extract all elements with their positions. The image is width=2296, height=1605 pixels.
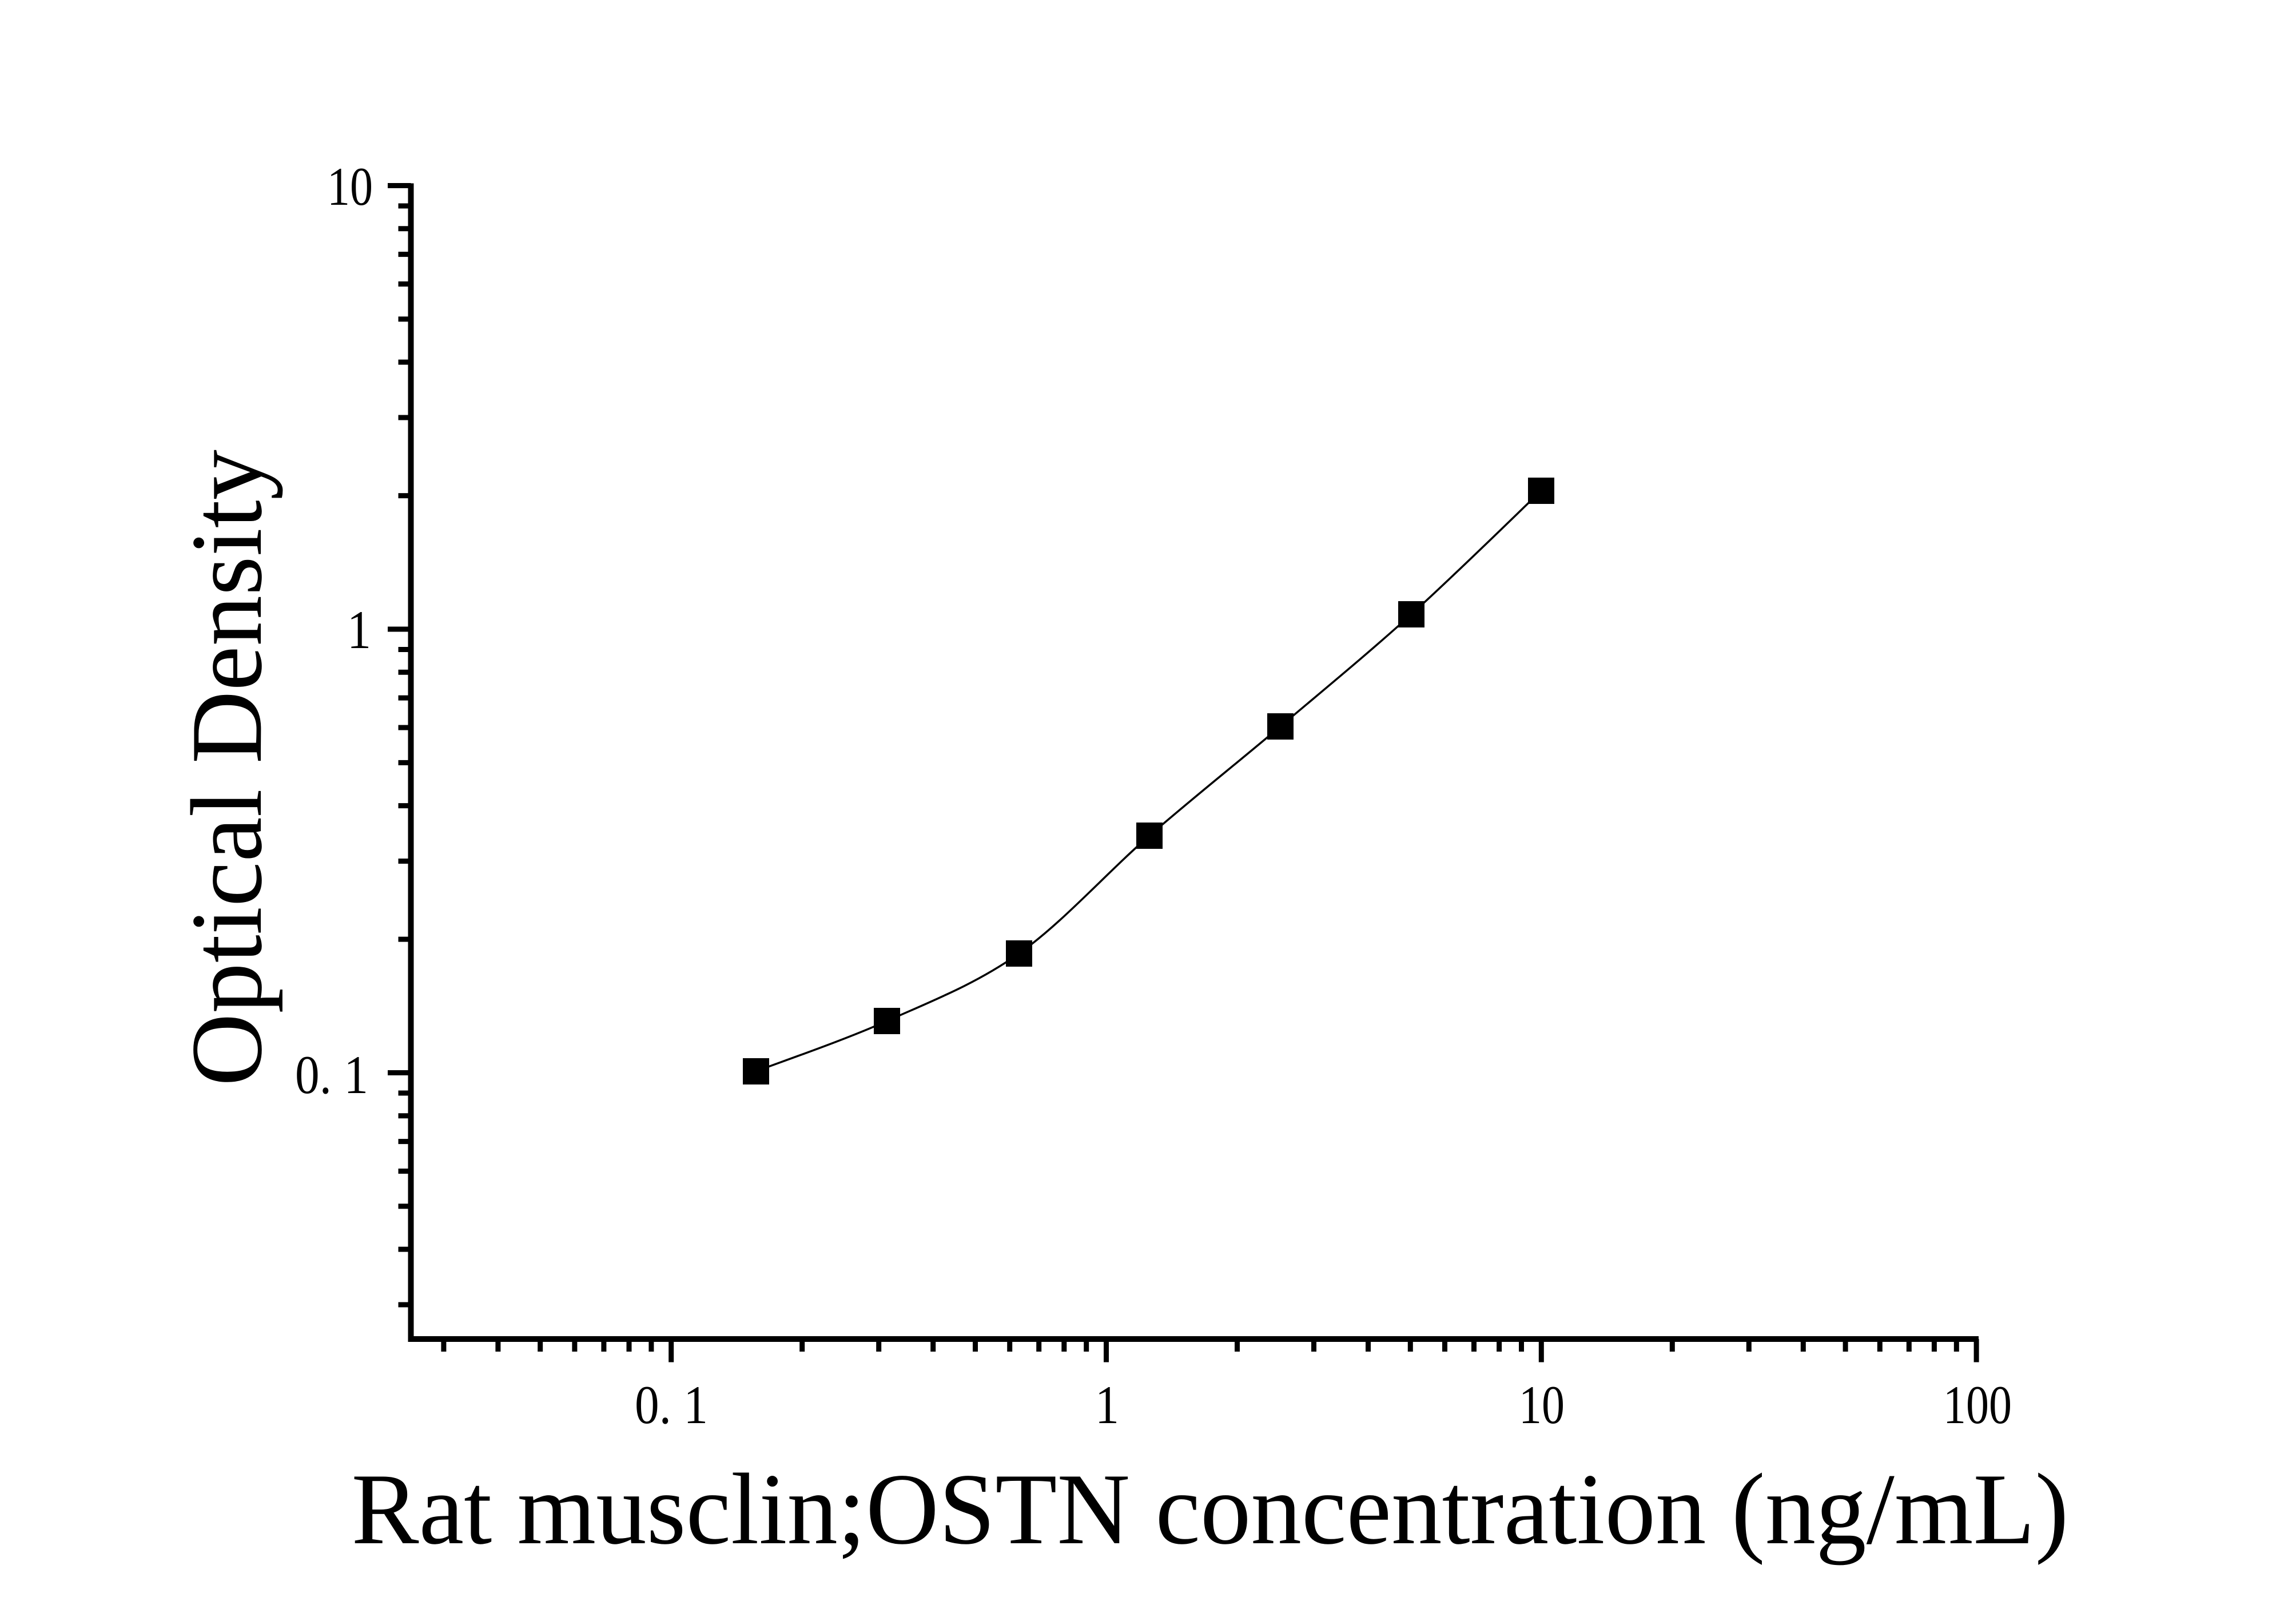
svg-text:1: 1 bbox=[1095, 1374, 1119, 1435]
svg-text:0. 1: 0. 1 bbox=[295, 1044, 368, 1105]
svg-text:100: 100 bbox=[1943, 1374, 2012, 1435]
svg-text:0. 1: 0. 1 bbox=[635, 1374, 708, 1435]
svg-text:Rat musclin;OSTN concentration: Rat musclin;OSTN concentration (ng/mL) bbox=[352, 1452, 2069, 1566]
svg-text:1: 1 bbox=[347, 599, 371, 660]
svg-text:10: 10 bbox=[1519, 1374, 1565, 1435]
svg-text:10: 10 bbox=[327, 156, 373, 217]
svg-text:Optical Density: Optical Density bbox=[170, 450, 283, 1086]
